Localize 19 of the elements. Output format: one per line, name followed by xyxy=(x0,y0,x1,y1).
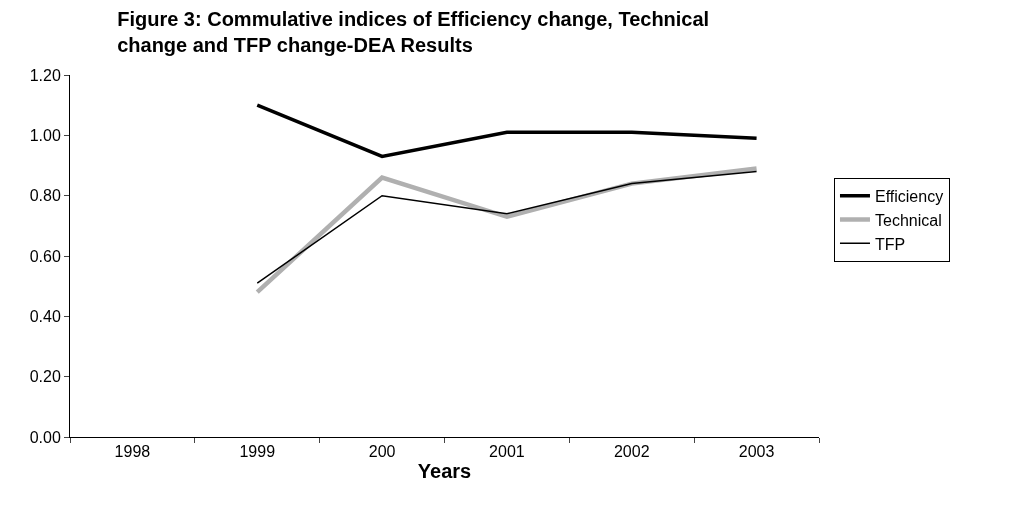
chart-title: Figure 3: Commulative indices of Efficiency change, Technical change and TFP change-DEA Results xyxy=(117,7,710,56)
x-tick-label: 2002 xyxy=(613,443,650,461)
x-tick-label: 1998 xyxy=(114,443,151,461)
x-tick-label: 2001 xyxy=(489,443,525,461)
line-series xyxy=(255,103,759,159)
y-tick-label: 0.40 xyxy=(29,307,61,325)
x-tick-label: 1999 xyxy=(239,443,276,461)
y-tick-label: 0.80 xyxy=(29,187,61,205)
x-tick-label: 200 xyxy=(368,443,396,461)
y-tick-label: 0.20 xyxy=(29,368,61,386)
legend-label: Technical xyxy=(874,211,942,229)
y-tick-label: 1.20 xyxy=(29,66,61,84)
x-axis-title: Years xyxy=(417,459,472,482)
x-tick-label: 2003 xyxy=(738,443,775,461)
y-tick-label: 0.00 xyxy=(29,428,61,446)
legend-label: TFP xyxy=(874,235,906,253)
legend-label: Efficiency xyxy=(874,187,944,205)
y-tick-label: 1.00 xyxy=(29,126,61,144)
y-tick-label: 0.60 xyxy=(29,247,61,265)
